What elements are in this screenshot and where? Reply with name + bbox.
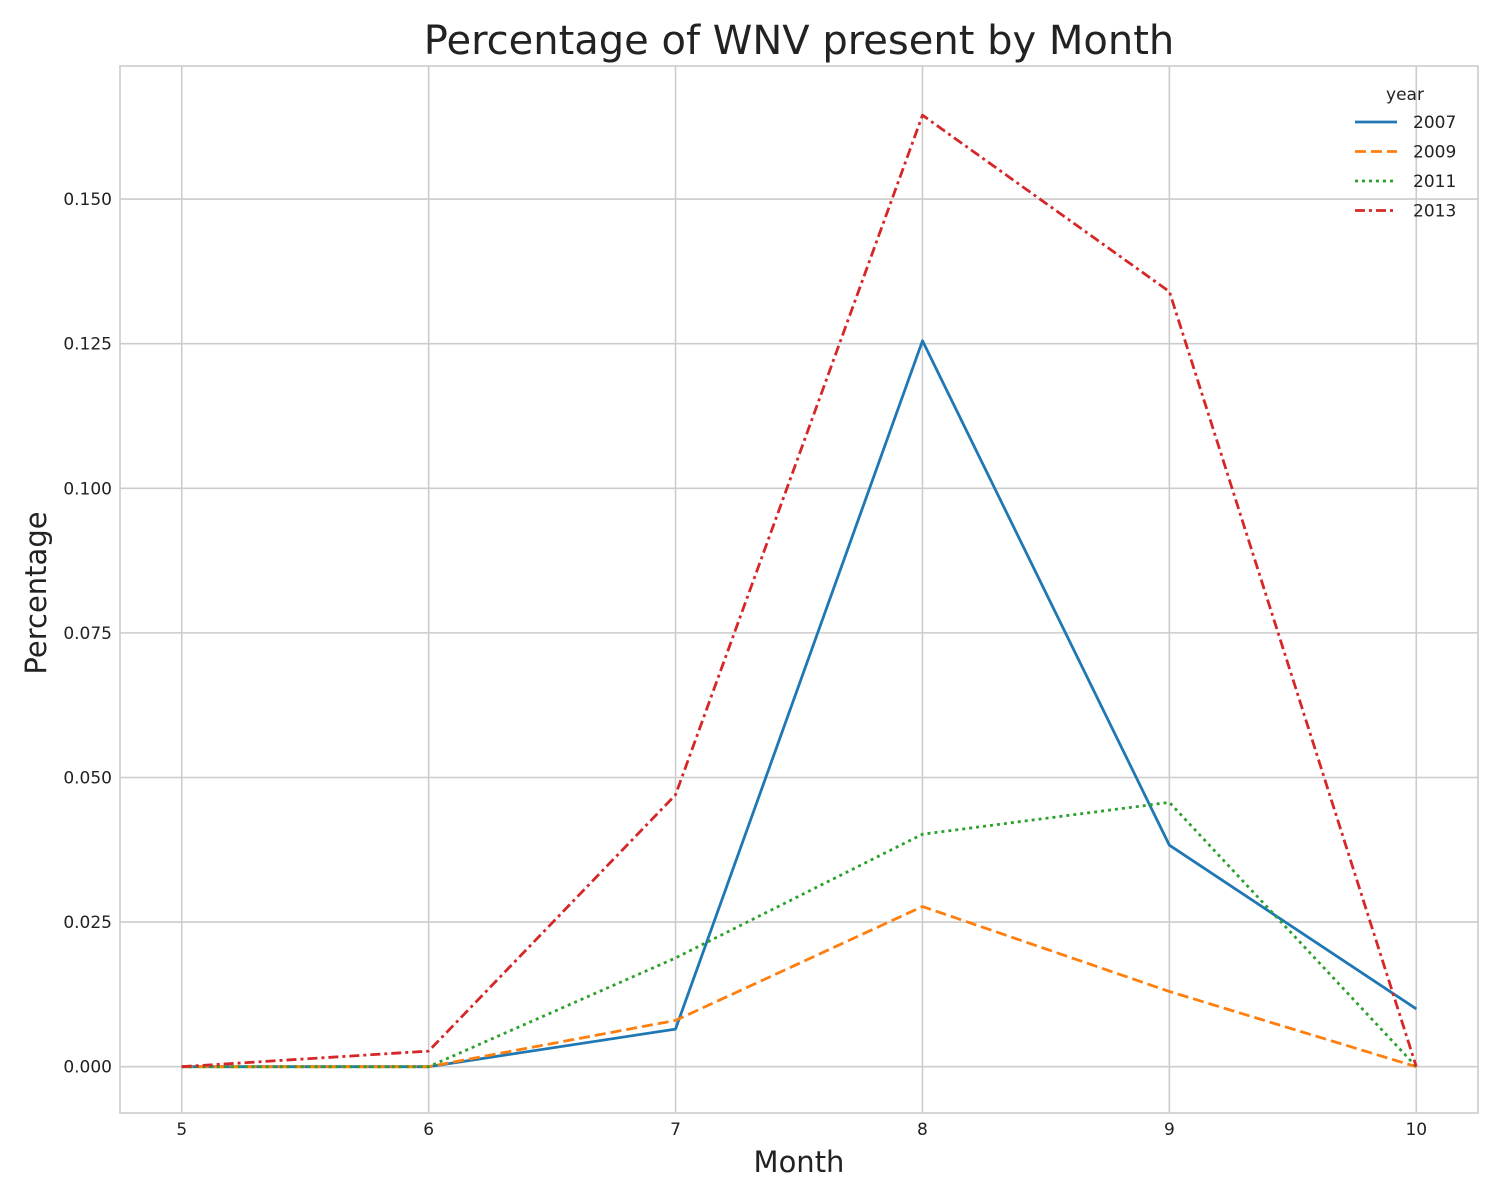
legend-entries: 2007 2009 2011 2013 bbox=[1355, 113, 1456, 222]
y-tick-label: 0.025 bbox=[63, 913, 112, 933]
chart-title: Percentage of WNV present by Month bbox=[424, 18, 1174, 64]
y-gridlines bbox=[120, 198, 1478, 1068]
legend-label-2007: 2007 bbox=[1413, 113, 1456, 133]
y-axis-label: Percentage bbox=[19, 511, 53, 674]
legend-label-2013: 2013 bbox=[1413, 202, 1456, 222]
legend-title: year bbox=[1386, 85, 1424, 105]
y-tick-labels: 0.000 0.025 0.050 0.075 0.100 0.125 0.150 bbox=[63, 190, 112, 1078]
series-line-2007 bbox=[181, 339, 1418, 1069]
x-tick-label: 9 bbox=[1164, 1120, 1175, 1140]
plot-frame bbox=[119, 65, 1479, 1114]
series-line-2013 bbox=[181, 113, 1418, 1069]
x-tick-label: 8 bbox=[917, 1120, 928, 1140]
legend: year 2007 2009 2011 2013 bbox=[1355, 85, 1456, 222]
y-tick-label: 0.100 bbox=[63, 479, 112, 499]
y-tick-label: 0.125 bbox=[63, 335, 112, 355]
y-tick-label: 0.000 bbox=[63, 1058, 112, 1078]
x-axis-label: Month bbox=[754, 1145, 845, 1179]
legend-label-2011: 2011 bbox=[1413, 172, 1456, 192]
series-line-2011 bbox=[181, 801, 1418, 1069]
y-tick-label: 0.050 bbox=[63, 768, 112, 788]
x-tick-label: 5 bbox=[176, 1120, 187, 1140]
y-tick-label: 0.150 bbox=[63, 190, 112, 210]
y-tick-label: 0.075 bbox=[63, 624, 112, 644]
series-lines bbox=[181, 113, 1418, 1069]
x-gridlines bbox=[180, 66, 1418, 1113]
x-tick-labels: 5 6 7 8 9 10 bbox=[176, 1120, 1427, 1140]
x-tick-label: 7 bbox=[670, 1120, 681, 1140]
x-tick-label: 6 bbox=[423, 1120, 434, 1140]
series-line-2009 bbox=[181, 905, 1417, 1069]
legend-label-2009: 2009 bbox=[1413, 143, 1456, 163]
x-tick-label: 10 bbox=[1405, 1120, 1427, 1140]
